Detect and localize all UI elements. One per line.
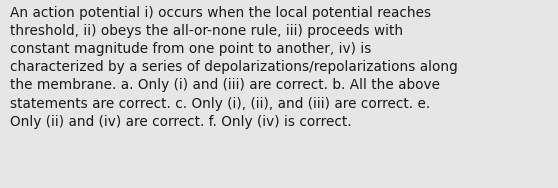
Text: An action potential i) occurs when the local potential reaches
threshold, ii) ob: An action potential i) occurs when the l… <box>10 6 458 129</box>
